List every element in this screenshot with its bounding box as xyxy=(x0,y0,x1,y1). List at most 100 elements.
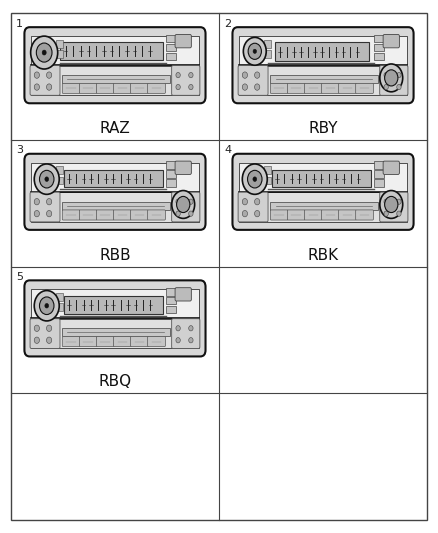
Bar xyxy=(374,171,385,178)
Circle shape xyxy=(46,72,52,78)
FancyBboxPatch shape xyxy=(25,280,205,357)
Bar xyxy=(62,201,170,209)
Circle shape xyxy=(189,337,193,343)
Circle shape xyxy=(254,198,260,205)
Circle shape xyxy=(385,70,398,86)
FancyBboxPatch shape xyxy=(96,336,114,346)
Text: RBK: RBK xyxy=(307,248,339,263)
FancyBboxPatch shape xyxy=(339,83,357,93)
FancyBboxPatch shape xyxy=(131,83,148,93)
Circle shape xyxy=(176,84,180,90)
Bar xyxy=(239,163,407,192)
FancyBboxPatch shape xyxy=(238,66,268,95)
Circle shape xyxy=(397,199,401,204)
Circle shape xyxy=(177,196,190,213)
Circle shape xyxy=(45,177,49,181)
Bar xyxy=(166,179,177,187)
Circle shape xyxy=(384,72,389,78)
Circle shape xyxy=(248,43,261,59)
Circle shape xyxy=(189,72,193,78)
Text: 3: 3 xyxy=(16,145,23,155)
Bar xyxy=(56,40,63,47)
Bar xyxy=(239,66,407,95)
Circle shape xyxy=(384,199,389,204)
Bar xyxy=(239,36,407,65)
FancyBboxPatch shape xyxy=(148,83,166,93)
FancyBboxPatch shape xyxy=(25,27,205,103)
FancyBboxPatch shape xyxy=(304,83,322,93)
FancyBboxPatch shape xyxy=(304,210,322,220)
FancyBboxPatch shape xyxy=(96,83,114,93)
FancyBboxPatch shape xyxy=(175,35,191,48)
Circle shape xyxy=(253,49,257,53)
Bar xyxy=(264,176,271,184)
FancyBboxPatch shape xyxy=(321,83,339,93)
FancyBboxPatch shape xyxy=(30,66,60,95)
FancyBboxPatch shape xyxy=(339,210,357,220)
Bar xyxy=(56,293,63,301)
Circle shape xyxy=(189,211,193,216)
Circle shape xyxy=(380,190,403,219)
Circle shape xyxy=(176,337,180,343)
Text: 5: 5 xyxy=(16,272,23,282)
Circle shape xyxy=(254,72,260,78)
Bar xyxy=(272,169,371,188)
Circle shape xyxy=(397,84,401,90)
Bar xyxy=(264,40,271,47)
Bar xyxy=(374,161,385,169)
Text: 2: 2 xyxy=(224,19,231,29)
FancyBboxPatch shape xyxy=(380,192,408,222)
Bar xyxy=(62,75,170,83)
Circle shape xyxy=(189,199,193,204)
Circle shape xyxy=(34,211,39,217)
Bar xyxy=(31,36,199,65)
Circle shape xyxy=(46,211,52,217)
FancyBboxPatch shape xyxy=(131,336,148,346)
Bar xyxy=(62,328,170,336)
FancyBboxPatch shape xyxy=(30,192,60,222)
Circle shape xyxy=(253,177,257,181)
Text: RAZ: RAZ xyxy=(99,121,131,136)
Circle shape xyxy=(34,337,39,343)
Bar xyxy=(166,297,177,304)
Circle shape xyxy=(242,164,267,195)
Circle shape xyxy=(244,37,266,65)
Circle shape xyxy=(242,84,247,90)
FancyBboxPatch shape xyxy=(172,66,200,95)
Bar xyxy=(270,75,378,83)
Bar xyxy=(264,166,271,174)
Circle shape xyxy=(34,84,39,90)
FancyBboxPatch shape xyxy=(172,319,200,349)
Circle shape xyxy=(39,297,54,314)
Bar xyxy=(166,171,177,178)
Bar xyxy=(166,161,177,169)
Bar xyxy=(56,50,63,58)
FancyBboxPatch shape xyxy=(270,210,288,220)
Text: RBY: RBY xyxy=(308,121,338,136)
FancyBboxPatch shape xyxy=(148,210,166,220)
Circle shape xyxy=(397,211,401,216)
Bar xyxy=(31,289,199,318)
Text: RBQ: RBQ xyxy=(99,374,131,389)
FancyBboxPatch shape xyxy=(79,83,97,93)
FancyBboxPatch shape xyxy=(79,210,97,220)
Circle shape xyxy=(172,190,194,219)
Circle shape xyxy=(34,198,39,205)
Bar xyxy=(239,192,407,222)
Circle shape xyxy=(46,325,52,332)
FancyBboxPatch shape xyxy=(383,161,399,174)
Circle shape xyxy=(176,72,180,78)
FancyBboxPatch shape xyxy=(148,336,166,346)
FancyBboxPatch shape xyxy=(238,192,268,222)
Circle shape xyxy=(384,211,389,216)
Circle shape xyxy=(34,325,39,332)
FancyBboxPatch shape xyxy=(287,210,305,220)
FancyBboxPatch shape xyxy=(175,161,191,174)
Text: 1: 1 xyxy=(16,19,23,29)
Circle shape xyxy=(176,326,180,331)
Circle shape xyxy=(189,84,193,90)
Bar xyxy=(374,44,385,51)
Circle shape xyxy=(39,171,54,188)
Bar xyxy=(31,66,199,95)
FancyBboxPatch shape xyxy=(233,154,413,230)
